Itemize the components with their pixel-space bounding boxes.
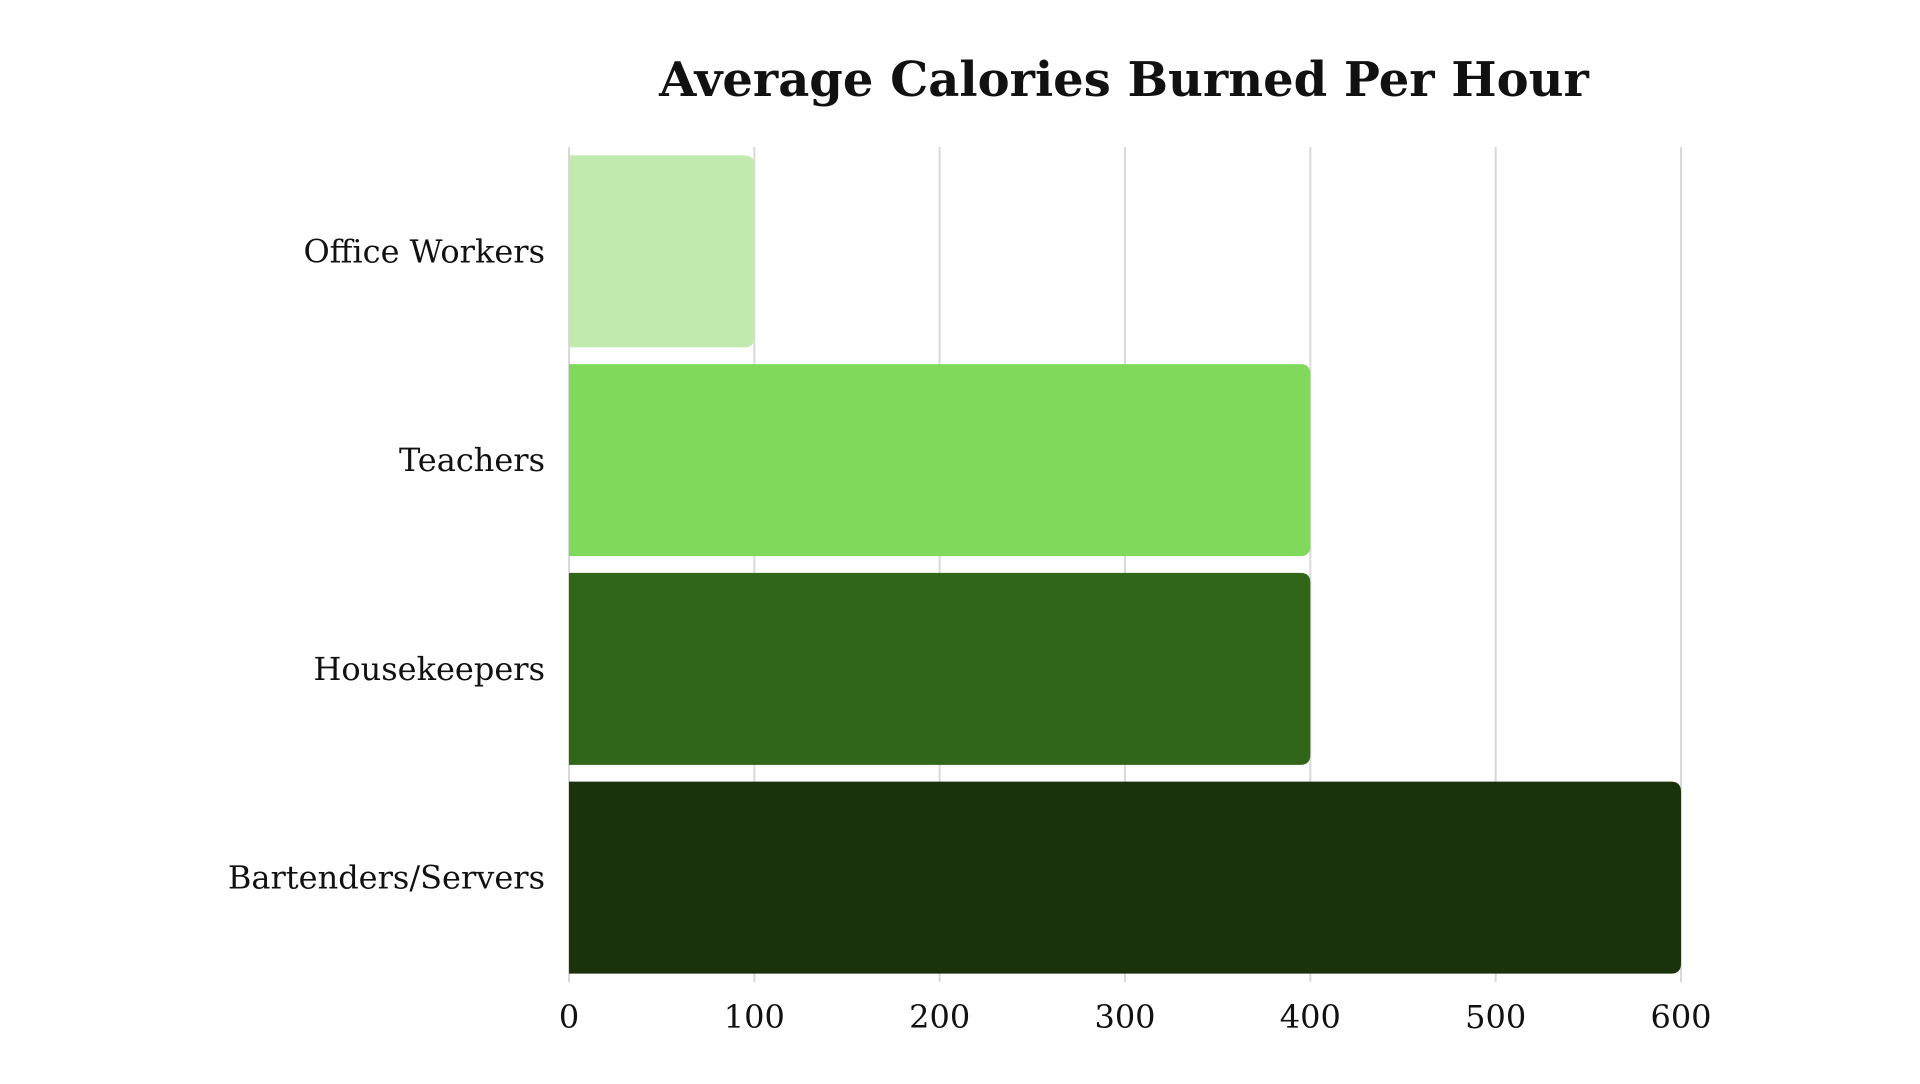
x-tick-label-300: 300	[1094, 998, 1155, 1036]
x-axis-tick-labels: 0 100 200 300 400 500 600	[559, 998, 1712, 1036]
bar-teachers	[569, 364, 1311, 557]
x-tick-label-200: 200	[909, 998, 970, 1036]
category-label-bartenders-servers: Bartenders/Servers	[228, 859, 545, 897]
bar-office-workers	[569, 155, 755, 348]
category-label-teachers: Teachers	[399, 441, 545, 479]
x-tick-label-600: 600	[1650, 998, 1711, 1036]
bar-bartenders-servers	[569, 781, 1681, 974]
x-tick-label-100: 100	[724, 998, 785, 1036]
x-tick-label-400: 400	[1280, 998, 1341, 1036]
bars	[569, 155, 1681, 974]
bar-housekeepers	[569, 572, 1311, 765]
category-labels: Office Workers Teachers Housekeepers Barten…	[228, 232, 545, 896]
chart-title: Average Calories Burned Per Hour	[658, 52, 1589, 108]
x-tick-label-0: 0	[559, 998, 579, 1036]
category-label-housekeepers: Housekeepers	[313, 650, 545, 688]
category-label-office-workers: Office Workers	[303, 232, 545, 270]
x-tick-label-500: 500	[1465, 998, 1526, 1036]
